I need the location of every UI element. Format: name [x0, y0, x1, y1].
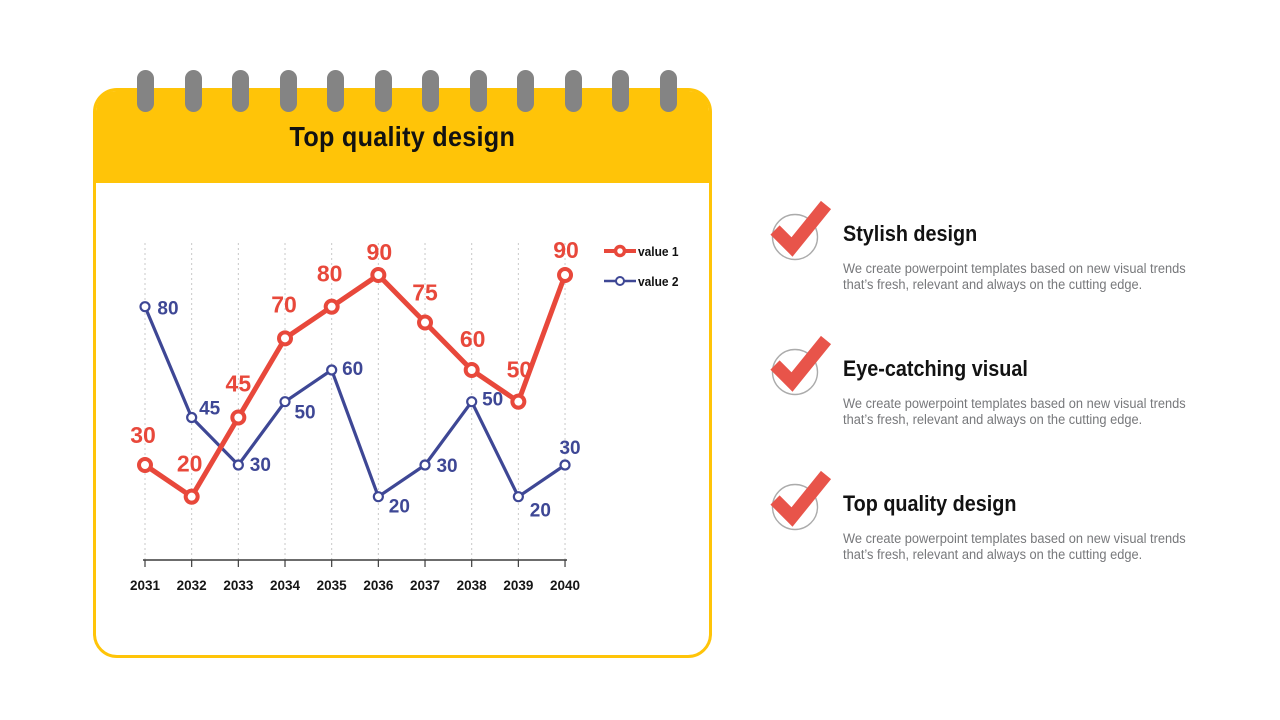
data-point — [279, 396, 291, 408]
legend-label-value-2: value 2 — [638, 273, 679, 289]
legend-item-value-2: value 2 — [604, 273, 682, 289]
chart-legend: value 1 value 2 — [604, 243, 682, 289]
data-point — [326, 364, 338, 376]
legend-item-value-1: value 1 — [604, 243, 682, 259]
data-point — [512, 491, 524, 503]
data-label: 30 — [436, 456, 457, 477]
x-tick-label: 2040 — [550, 578, 580, 593]
data-point — [466, 396, 478, 408]
data-point — [372, 491, 384, 503]
legend-label-value-1: value 1 — [638, 243, 679, 259]
legend-marker-value-2 — [604, 276, 636, 286]
feature-text: Top quality design We create powerpoint … — [843, 470, 1208, 563]
data-label: 60 — [460, 326, 486, 352]
binder-ring — [469, 70, 487, 112]
x-tick-label: 2035 — [317, 578, 348, 593]
data-label: 20 — [389, 497, 410, 518]
legend-marker-value-1 — [604, 244, 636, 258]
data-label: 80 — [317, 261, 343, 287]
x-tick-label: 2032 — [177, 578, 207, 593]
data-label: 50 — [482, 390, 503, 411]
feature-item: Top quality design We create powerpoint … — [768, 470, 1208, 563]
data-label: 90 — [367, 239, 393, 265]
x-tick-label: 2039 — [503, 578, 533, 593]
x-tick-label: 2033 — [223, 578, 254, 593]
data-point — [186, 411, 198, 424]
data-label: 20 — [530, 501, 551, 522]
data-point — [510, 393, 527, 410]
data-label: 30 — [250, 455, 271, 476]
binder-ring — [517, 70, 534, 112]
data-label: 45 — [226, 371, 252, 397]
feature-text: Stylish design We create powerpoint temp… — [843, 200, 1208, 293]
data-label: 60 — [342, 359, 363, 380]
x-tick-label: 2036 — [363, 578, 394, 593]
binder-ring — [327, 70, 344, 112]
data-point — [463, 362, 480, 378]
feature-title: Stylish design — [843, 221, 978, 246]
binder-ring — [659, 70, 677, 112]
binder-ring — [564, 70, 582, 112]
data-label: 50 — [507, 357, 533, 383]
series-value-2: 80 45 30 50 60 20 30 50 20 30 — [139, 299, 581, 522]
x-tick-label: 2037 — [410, 578, 440, 593]
binder-ring — [232, 70, 249, 112]
data-label: 20 — [177, 451, 203, 477]
feature-description: We create powerpoint templates based on … — [843, 261, 1186, 292]
data-point — [419, 459, 431, 471]
binder-ring — [279, 70, 297, 112]
data-point — [559, 459, 571, 471]
notepad-title: Top quality design — [289, 121, 516, 152]
notepad-card — [93, 88, 712, 658]
line-chart: 2031 2032 2033 2034 2035 2036 2037 2038 2039 2040… — [130, 237, 581, 593]
data-point — [557, 267, 574, 283]
check-icon — [770, 470, 832, 531]
feature-description: We create powerpoint templates based on … — [843, 396, 1186, 427]
data-point — [183, 488, 200, 505]
check-icon — [770, 200, 832, 261]
series-value-1: 30 20 45 70 80 90 75 60 50 90 — [130, 237, 579, 505]
data-point — [230, 409, 247, 426]
binder-ring — [422, 70, 439, 112]
x-tick-label: 2034 — [270, 578, 301, 593]
data-point — [277, 330, 294, 347]
data-label: 80 — [157, 299, 178, 320]
x-tick-label: 2031 — [130, 578, 161, 593]
binder-ring — [184, 70, 202, 112]
binder-ring — [612, 70, 629, 112]
data-point — [137, 457, 153, 473]
data-label: 90 — [553, 237, 579, 263]
data-label: 70 — [271, 291, 297, 317]
data-label: 30 — [559, 438, 580, 459]
data-label: 30 — [130, 422, 156, 448]
x-axis: 2031 2032 2033 2034 2035 2036 2037 2038 2039 2040 — [130, 559, 580, 593]
x-tick-label: 2038 — [457, 578, 488, 593]
data-point — [323, 298, 340, 315]
feature-text: Eye-catching visual We create powerpoint… — [843, 335, 1208, 428]
data-point — [232, 459, 244, 471]
feature-description: We create powerpoint templates based on … — [843, 531, 1186, 562]
data-label: 50 — [294, 403, 315, 424]
binder-ring — [374, 70, 392, 112]
data-point — [139, 301, 151, 313]
feature-title: Top quality design — [843, 491, 1017, 516]
feature-item: Eye-catching visual We create powerpoint… — [768, 335, 1208, 428]
feature-item: Stylish design We create powerpoint temp… — [768, 200, 1208, 293]
data-point — [417, 314, 434, 331]
data-label: 75 — [412, 280, 438, 306]
feature-title: Eye-catching visual — [843, 356, 1028, 381]
check-icon — [770, 335, 832, 396]
data-label: 45 — [199, 399, 221, 420]
binder-ring — [137, 70, 154, 112]
data-point — [370, 267, 387, 283]
